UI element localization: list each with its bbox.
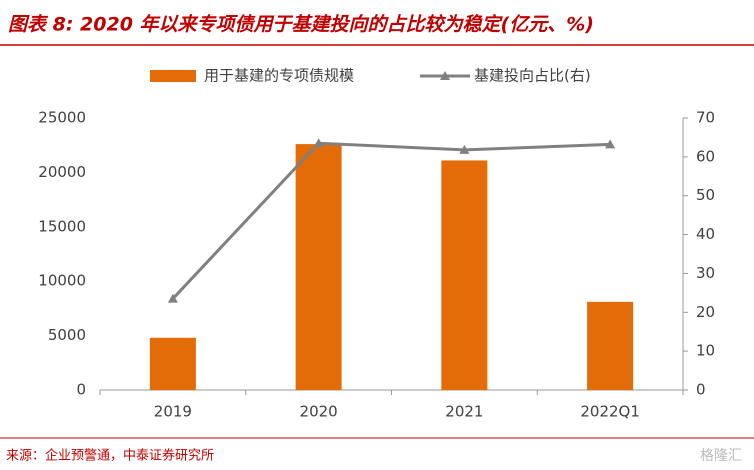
y-tick-label: 15000 <box>38 217 86 235</box>
y2-tick-label: 0 <box>696 381 706 399</box>
y2-tick-label: 20 <box>696 303 715 321</box>
x-tick-label: 2021 <box>445 403 483 421</box>
legend-marker <box>440 71 450 80</box>
chart-title: 图表 8: 2020 年以来专项债用于基建投向的占比较为稳定(亿元、%) <box>8 14 594 36</box>
bar <box>441 160 488 390</box>
x-tick-label: 2019 <box>154 403 192 421</box>
x-tick-label: 2020 <box>300 403 338 421</box>
marker <box>605 139 616 149</box>
bar <box>587 301 634 390</box>
y2-tick-label: 10 <box>696 342 715 360</box>
y2-tick-label: 50 <box>696 186 715 204</box>
marker <box>459 144 470 154</box>
y-tick-label: 0 <box>76 381 86 399</box>
y2-tick-label: 40 <box>696 225 715 243</box>
marker <box>313 138 324 148</box>
y-tick-label: 10000 <box>38 272 86 290</box>
watermark: 格隆汇 <box>700 448 742 464</box>
y2-tick-label: 70 <box>696 109 715 127</box>
line <box>171 141 611 300</box>
bar <box>295 144 342 390</box>
y-tick-label: 5000 <box>48 326 86 344</box>
y2-tick-label: 30 <box>696 264 715 282</box>
y2-tick-label: 60 <box>696 147 715 165</box>
legend-label: 用于基建的专项债规模 <box>204 67 354 85</box>
bar <box>149 337 196 390</box>
legend-swatch <box>150 70 196 82</box>
y-tick-label: 25000 <box>38 109 86 127</box>
y-tick-label: 20000 <box>38 163 86 181</box>
x-tick-label: 2022Q1 <box>580 403 640 421</box>
source: 来源：企业预警通，中泰证券研究所 <box>6 448 214 464</box>
legend-label: 基建投向占比(右) <box>474 67 591 85</box>
marker <box>167 293 178 303</box>
